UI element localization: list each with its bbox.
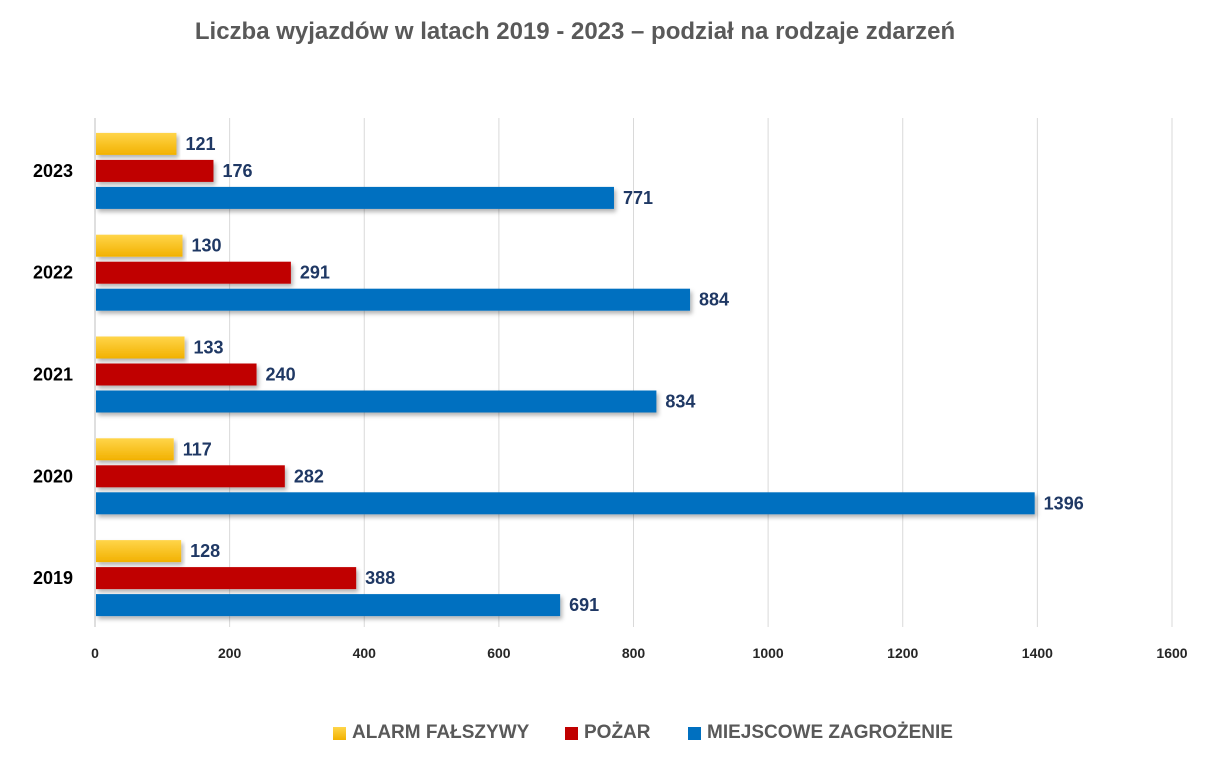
bar: [96, 390, 657, 413]
data-label: 130: [192, 236, 222, 256]
data-label: 117: [183, 439, 212, 459]
legend-item-pozar: POŻAR: [565, 722, 651, 744]
chart-title: Liczba wyjazdów w latach 2019 - 2023 – p…: [194, 18, 956, 45]
bar: [96, 438, 174, 461]
y-category-label: 2021: [33, 365, 73, 385]
y-category-label: 2022: [33, 263, 73, 283]
legend-item-miejscowe: MIEJSCOWE ZAGROŻENIE: [688, 722, 953, 744]
x-tick-label: 600: [487, 645, 511, 661]
bar: [96, 567, 357, 590]
x-tick-label: 200: [218, 645, 242, 661]
data-label: 282: [294, 466, 324, 486]
data-label: 176: [222, 161, 252, 181]
legend-label: POŻAR: [584, 722, 651, 743]
x-tick-label: 0: [91, 645, 99, 661]
data-label: 291: [300, 263, 330, 283]
x-tick-label: 1400: [1022, 645, 1053, 661]
bar: [96, 288, 691, 311]
bar: [96, 336, 185, 359]
data-label: 1396: [1044, 493, 1084, 513]
legend-item-alarm: ALARM FAŁSZYWY: [333, 722, 529, 744]
bar: [96, 159, 214, 182]
y-category-label: 2019: [33, 568, 73, 588]
data-label: 388: [365, 568, 395, 588]
x-tick-label: 800: [622, 645, 646, 661]
x-tick-label: 1200: [887, 645, 918, 661]
x-tick-label: 1000: [753, 645, 784, 661]
data-label: 771: [623, 188, 653, 208]
legend-label: MIEJSCOWE ZAGROŻENIE: [707, 722, 953, 743]
x-tick-label: 400: [353, 645, 377, 661]
data-label: 121: [185, 134, 215, 154]
y-category-label: 2023: [33, 161, 73, 181]
bar: [96, 261, 291, 284]
legend-swatch: [333, 726, 346, 740]
legend-label: ALARM FAŁSZYWY: [352, 722, 530, 743]
bar: [96, 492, 1035, 515]
bar: [96, 540, 182, 563]
bar: [96, 465, 285, 488]
x-tick-label: 1600: [1156, 645, 1187, 661]
data-label: 834: [665, 392, 695, 412]
data-label: 884: [699, 290, 729, 310]
legend-swatch: [688, 726, 701, 740]
data-label: 128: [190, 541, 220, 561]
data-label: 133: [194, 338, 224, 358]
data-label: 240: [266, 365, 296, 385]
bar: [96, 234, 183, 257]
legend-swatch: [565, 726, 578, 740]
bar: [96, 594, 561, 617]
bar: [96, 132, 177, 155]
bar: [96, 363, 257, 386]
data-label: 691: [569, 595, 599, 615]
bar: [96, 186, 614, 209]
y-category-label: 2020: [33, 466, 73, 486]
